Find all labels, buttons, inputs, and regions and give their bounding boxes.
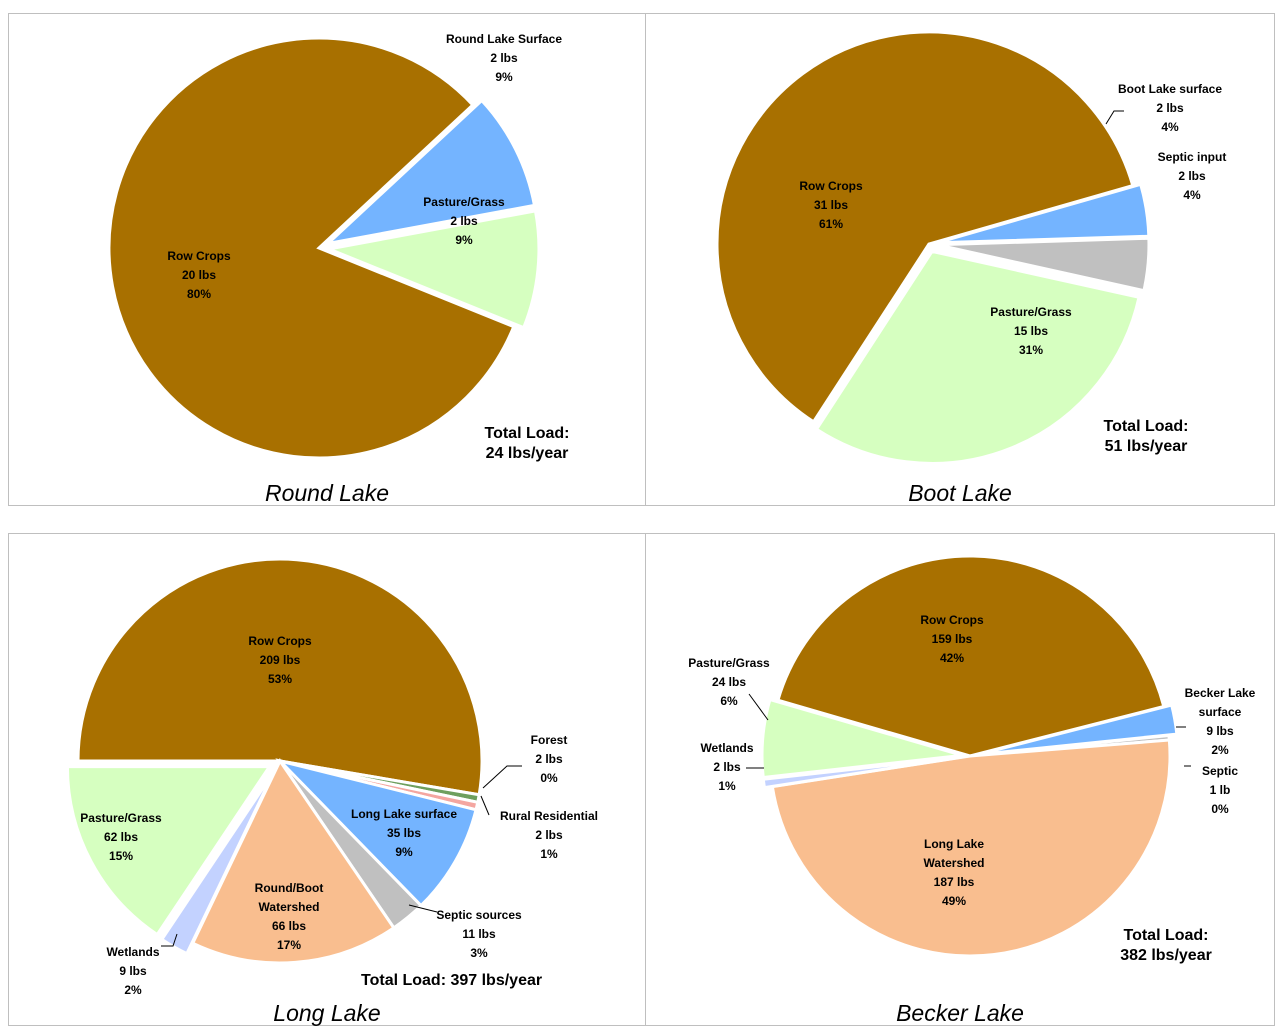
leader-line-boot-lake-surface (1105, 110, 1124, 125)
pie-slice-boot-lake-surface (936, 182, 1151, 245)
data-label-row-crops: Row Crops 159 lbs 42% (920, 613, 984, 665)
pie-slice-pasture-grass (814, 249, 1141, 465)
total-load-line2: 51 lbs/year (1104, 438, 1188, 455)
data-label-becker-lake-surface: Becker Lake surface 9 lbs 2% (1185, 686, 1256, 757)
pie-slice-becker-lake-surface (977, 703, 1179, 757)
chart-title: Boot Lake (908, 480, 1012, 506)
data-label-pasture-grass: Pasture/Grass 62 lbs 15% (80, 811, 162, 863)
total-load-label: Total Load: 51 lbs/year (1066, 417, 1226, 457)
data-label-round-lake-surface: Round Lake Surface 2 lbs 9% (446, 32, 562, 84)
total-load-line1: Total Load: (484, 425, 570, 442)
data-label-rural-residential: Rural Residential 2 lbs 1% (500, 809, 598, 861)
total-load-line1: Total Load: (1103, 418, 1189, 435)
pie-chart-long-lake: Row Crops 209 lbs 53% Forest 2 lbs 0% Rural Re… (65, 557, 598, 997)
pie-slice-pasture-grass (65, 765, 273, 937)
pie-slice-row-crops (776, 554, 1166, 758)
pie-chart-round-lake: Row Crops 20 lbs 80% Round Lake Surface 2 lb… (107, 32, 562, 460)
data-label-pasture-grass: Pasture/Grass 24 lbs 6% (688, 656, 770, 708)
data-label-long-lake-surface: Long Lake surface 35 lbs 9% (351, 807, 457, 859)
data-label-septic-sources: Septic sources 11 lbs 3% (436, 908, 522, 960)
total-load-line1: Total Load: (1123, 927, 1209, 944)
pie-chart-boot-lake: Row Crops 31 lbs 61% Boot Lake surface 2 lbs… (715, 30, 1227, 465)
chart-panel-long-lake: Row Crops 209 lbs 53% Forest 2 lbs 0% Rural Re… (8, 533, 646, 1026)
pie-chart-becker-lake: Row Crops 159 lbs 42% Becker Lake surface 9 l… (688, 554, 1256, 958)
data-label-boot-lake-surface: Boot Lake surface 2 lbs 4% (1118, 82, 1222, 134)
pie-slice-long-lake-surface (275, 758, 478, 908)
total-load-line2: 24 lbs/year (485, 445, 569, 462)
chart-title: Becker Lake (896, 1000, 1024, 1026)
leader-line-wetlands (161, 933, 178, 947)
data-label-pasture-grass: Pasture/Grass 15 lbs 31% (990, 305, 1072, 357)
data-label-wetlands: Wetlands 9 lbs 2% (106, 945, 159, 997)
data-label-row-crops: Row Crops 31 lbs 61% (799, 179, 863, 231)
data-label-round-boot-watershed: Round/Boot Watershed 66 lbs 17% (255, 881, 324, 952)
data-label-row-crops: Row Crops 20 lbs 80% (167, 249, 231, 301)
data-label-long-lake-watershed: Long Lake Watershed 187 lbs 49% (924, 837, 985, 908)
leader-line-septic-sources (408, 904, 438, 913)
pie-slice-pasture-grass (760, 697, 963, 780)
pie-slice-wetlands (761, 755, 963, 790)
leader-line-rural-residential (480, 795, 490, 816)
pie-slice-pasture-grass (323, 209, 541, 330)
pie-slice-row-crops (715, 30, 1135, 424)
chart-panel-round-lake: Row Crops 20 lbs 80% Round Lake Surface 2 lb… (8, 13, 646, 506)
total-load-label: Total Load: 382 lbs/year (1086, 926, 1246, 966)
pie-slice-septic-input (936, 236, 1151, 293)
leader-line-pasture-grass (748, 693, 769, 721)
chart-panel-becker-lake: Row Crops 159 lbs 42% Becker Lake surface 9 l… (645, 533, 1275, 1026)
data-label-septic-input: Septic input 2 lbs 4% (1158, 150, 1227, 202)
total-load-line1: Total Load: 397 lbs/year (361, 972, 543, 989)
data-label-pasture-grass: Pasture/Grass 2 lbs 9% (423, 195, 505, 247)
data-label-row-crops: Row Crops 209 lbs 53% (248, 634, 312, 686)
total-load-label: Total Load: 24 lbs/year (447, 424, 607, 464)
chart-title: Long Lake (273, 1000, 381, 1026)
pie-slice-round-lake-surface (323, 98, 537, 246)
chart-title: Round Lake (264, 480, 390, 506)
data-label-wetlands: Wetlands 2 lbs 1% (700, 741, 753, 793)
pie-slice-round-boot-watershed (190, 758, 396, 965)
pie-slice-wetlands (159, 770, 276, 956)
leader-line-forest (482, 765, 522, 789)
total-load-label: Total Load: 397 lbs/year (361, 971, 581, 991)
total-load-line2: 382 lbs/year (1120, 947, 1212, 964)
pie-slice-row-crops (107, 36, 516, 460)
data-label-forest: Forest 2 lbs 0% (531, 733, 568, 785)
data-label-septic: Septic 1 lb 0% (1202, 764, 1238, 816)
pie-slice-row-crops (76, 557, 484, 797)
chart-panel-boot-lake: Row Crops 31 lbs 61% Boot Lake surface 2 lbs… (645, 13, 1275, 506)
pie-slice-long-lake-watershed (770, 738, 1172, 958)
